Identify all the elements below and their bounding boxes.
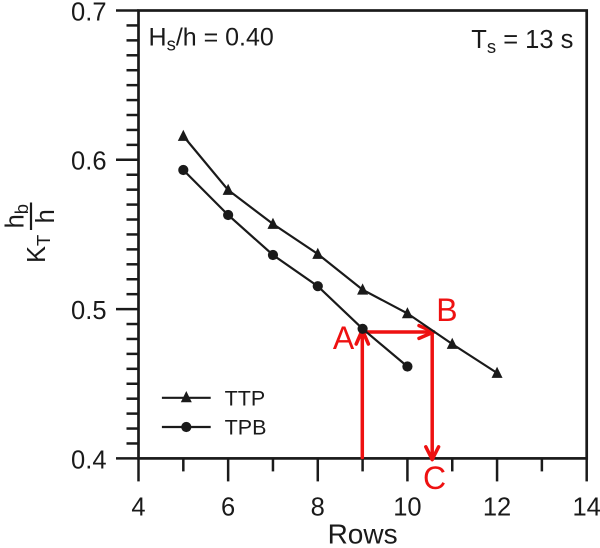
svg-text:4: 4: [131, 494, 145, 522]
svg-text:0.4: 0.4: [71, 446, 106, 474]
svg-text:h: h: [32, 209, 60, 223]
svg-text:12: 12: [483, 494, 511, 522]
svg-text:0.7: 0.7: [71, 0, 106, 27]
svg-text:A: A: [333, 320, 355, 356]
svg-text:TTP: TTP: [225, 386, 266, 410]
svg-text:10: 10: [393, 494, 421, 522]
svg-text:8: 8: [311, 494, 325, 522]
svg-text:0.5: 0.5: [71, 297, 106, 325]
svg-text:C: C: [423, 460, 446, 496]
svg-text:KT: KT: [23, 235, 54, 263]
svg-text:B: B: [436, 292, 457, 328]
svg-text:Hs/h = 0.40: Hs/h = 0.40: [149, 24, 274, 55]
svg-text:14: 14: [573, 494, 600, 522]
svg-text:hb: hb: [2, 204, 33, 228]
svg-text:0.6: 0.6: [71, 148, 106, 176]
svg-text:Rows: Rows: [328, 519, 398, 548]
svg-text:Ts = 13 s: Ts = 13 s: [471, 26, 573, 57]
svg-text:TPB: TPB: [225, 416, 267, 440]
svg-text:6: 6: [221, 494, 235, 522]
